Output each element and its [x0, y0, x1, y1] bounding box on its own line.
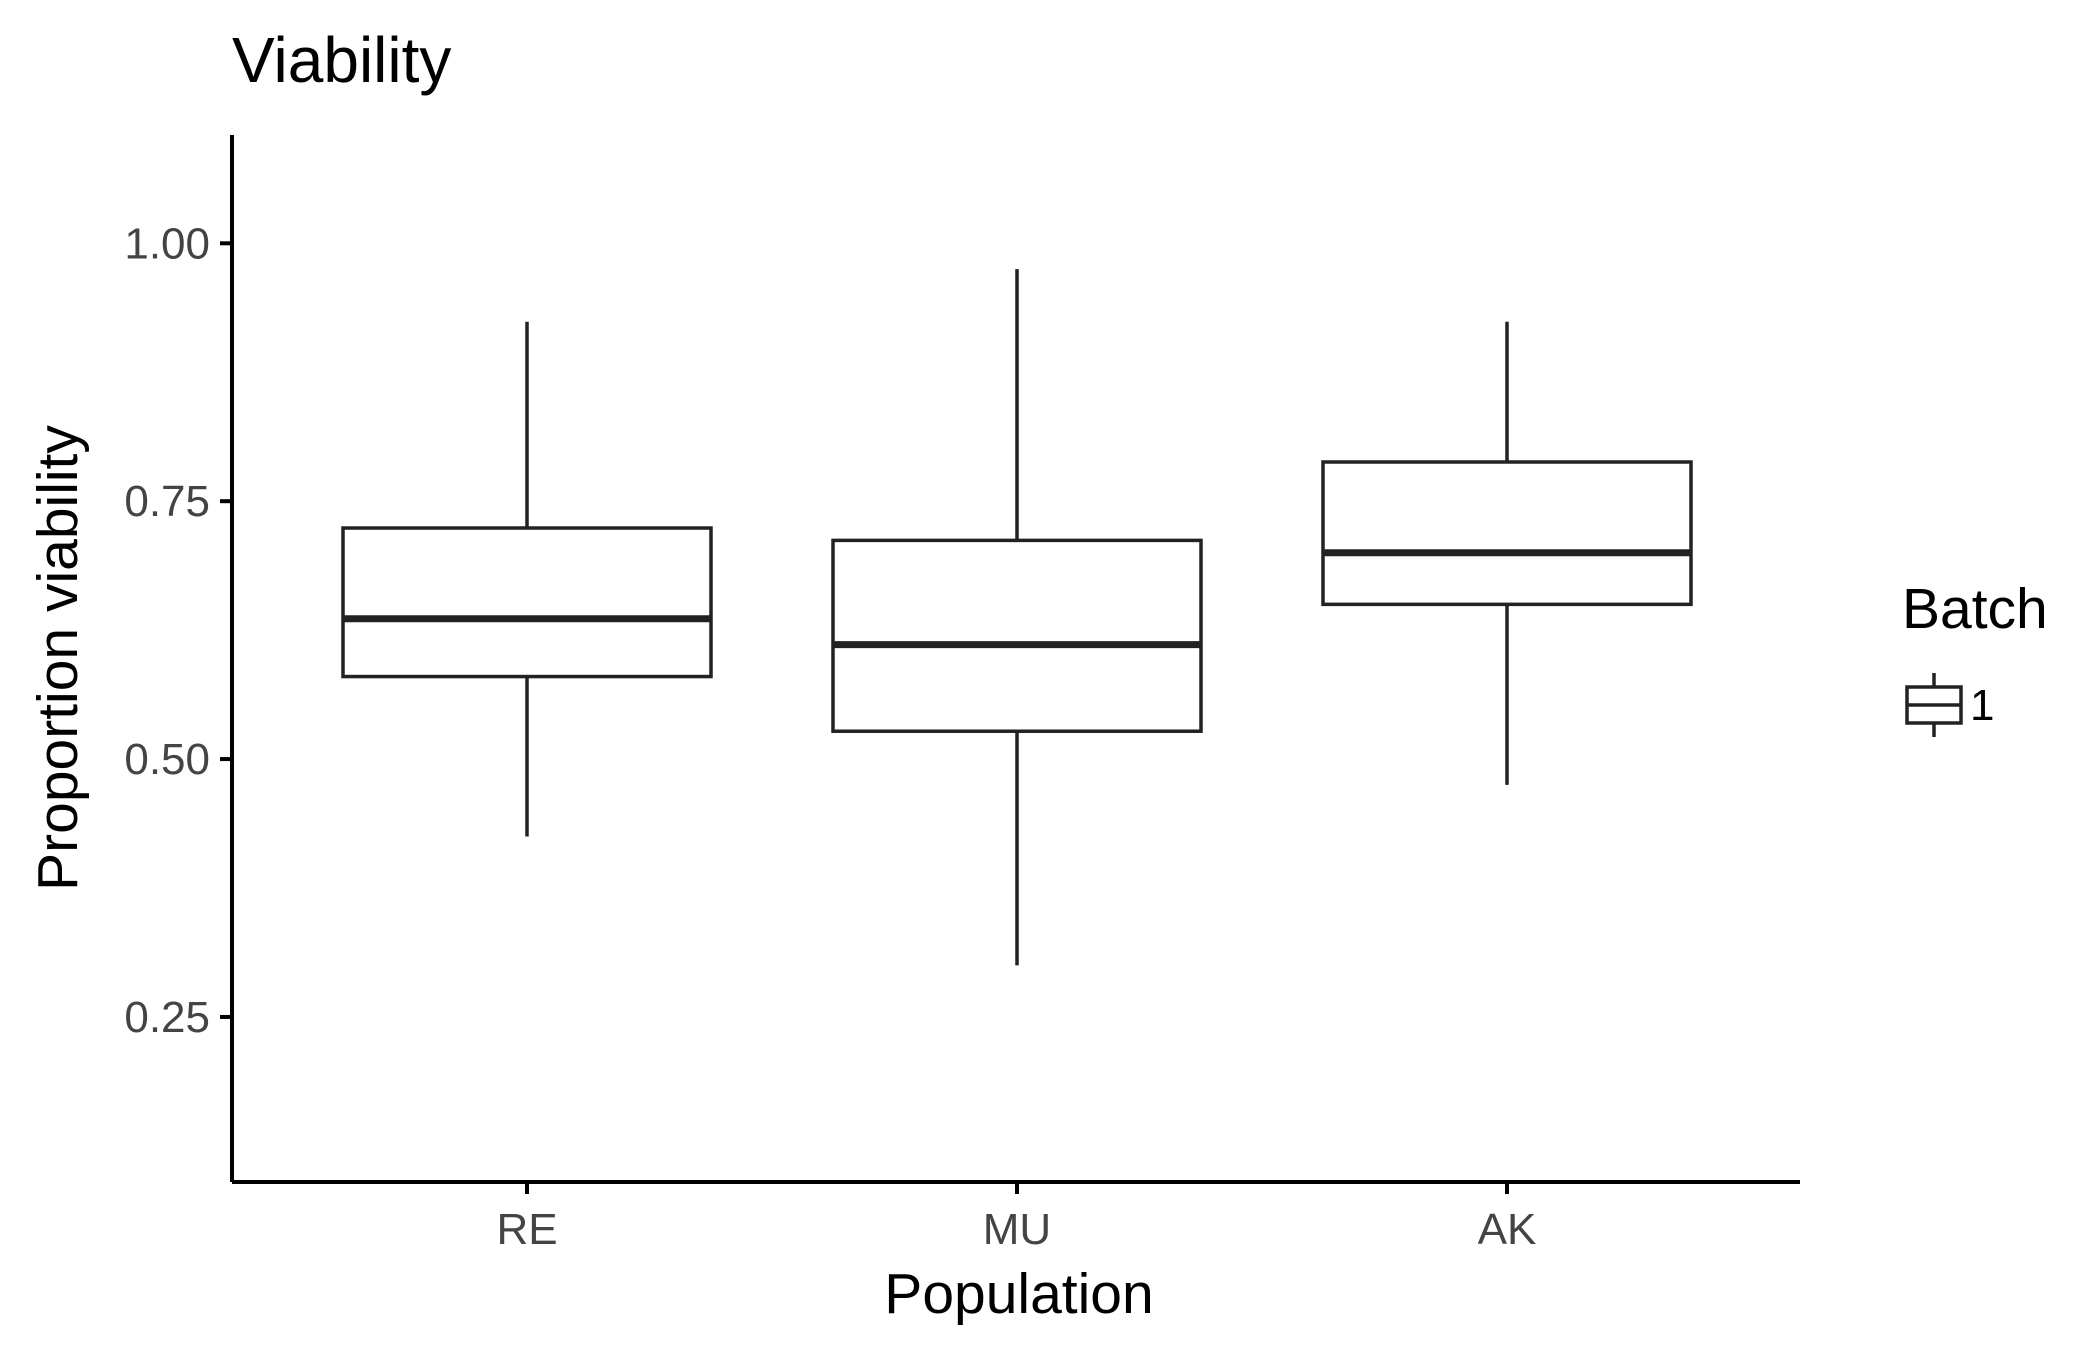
x-tick-label: MU — [983, 1205, 1051, 1254]
box-iqr — [341, 526, 713, 679]
box-iqr — [831, 538, 1203, 733]
x-tick-label: RE — [496, 1205, 557, 1254]
y-tick-label: 0.50 — [124, 735, 210, 784]
box-iqr — [1321, 460, 1693, 607]
boxplot-re — [341, 321, 713, 837]
chart-title: Viability — [232, 24, 451, 96]
y-tick-label: 0.75 — [124, 477, 210, 526]
legend-label: 1 — [1970, 681, 1994, 730]
y-axis-ticks: 0.25 0.50 0.75 1.00 — [124, 219, 232, 1042]
x-tick-label: AK — [1478, 1205, 1537, 1254]
x-axis-ticks: RE MU AK — [496, 1182, 1536, 1254]
y-tick-label: 0.25 — [124, 993, 210, 1042]
boxplot-ak — [1321, 321, 1693, 785]
boxplots — [341, 269, 1693, 966]
legend: Batch 1 — [1902, 577, 2048, 737]
boxplot-mu — [831, 269, 1203, 966]
legend-title: Batch — [1902, 577, 2048, 641]
y-axis-title: Proportion viability — [26, 425, 90, 891]
x-axis-title: Population — [884, 1262, 1153, 1326]
legend-key-box-icon — [1905, 673, 1963, 737]
y-tick-label: 1.00 — [124, 219, 210, 268]
